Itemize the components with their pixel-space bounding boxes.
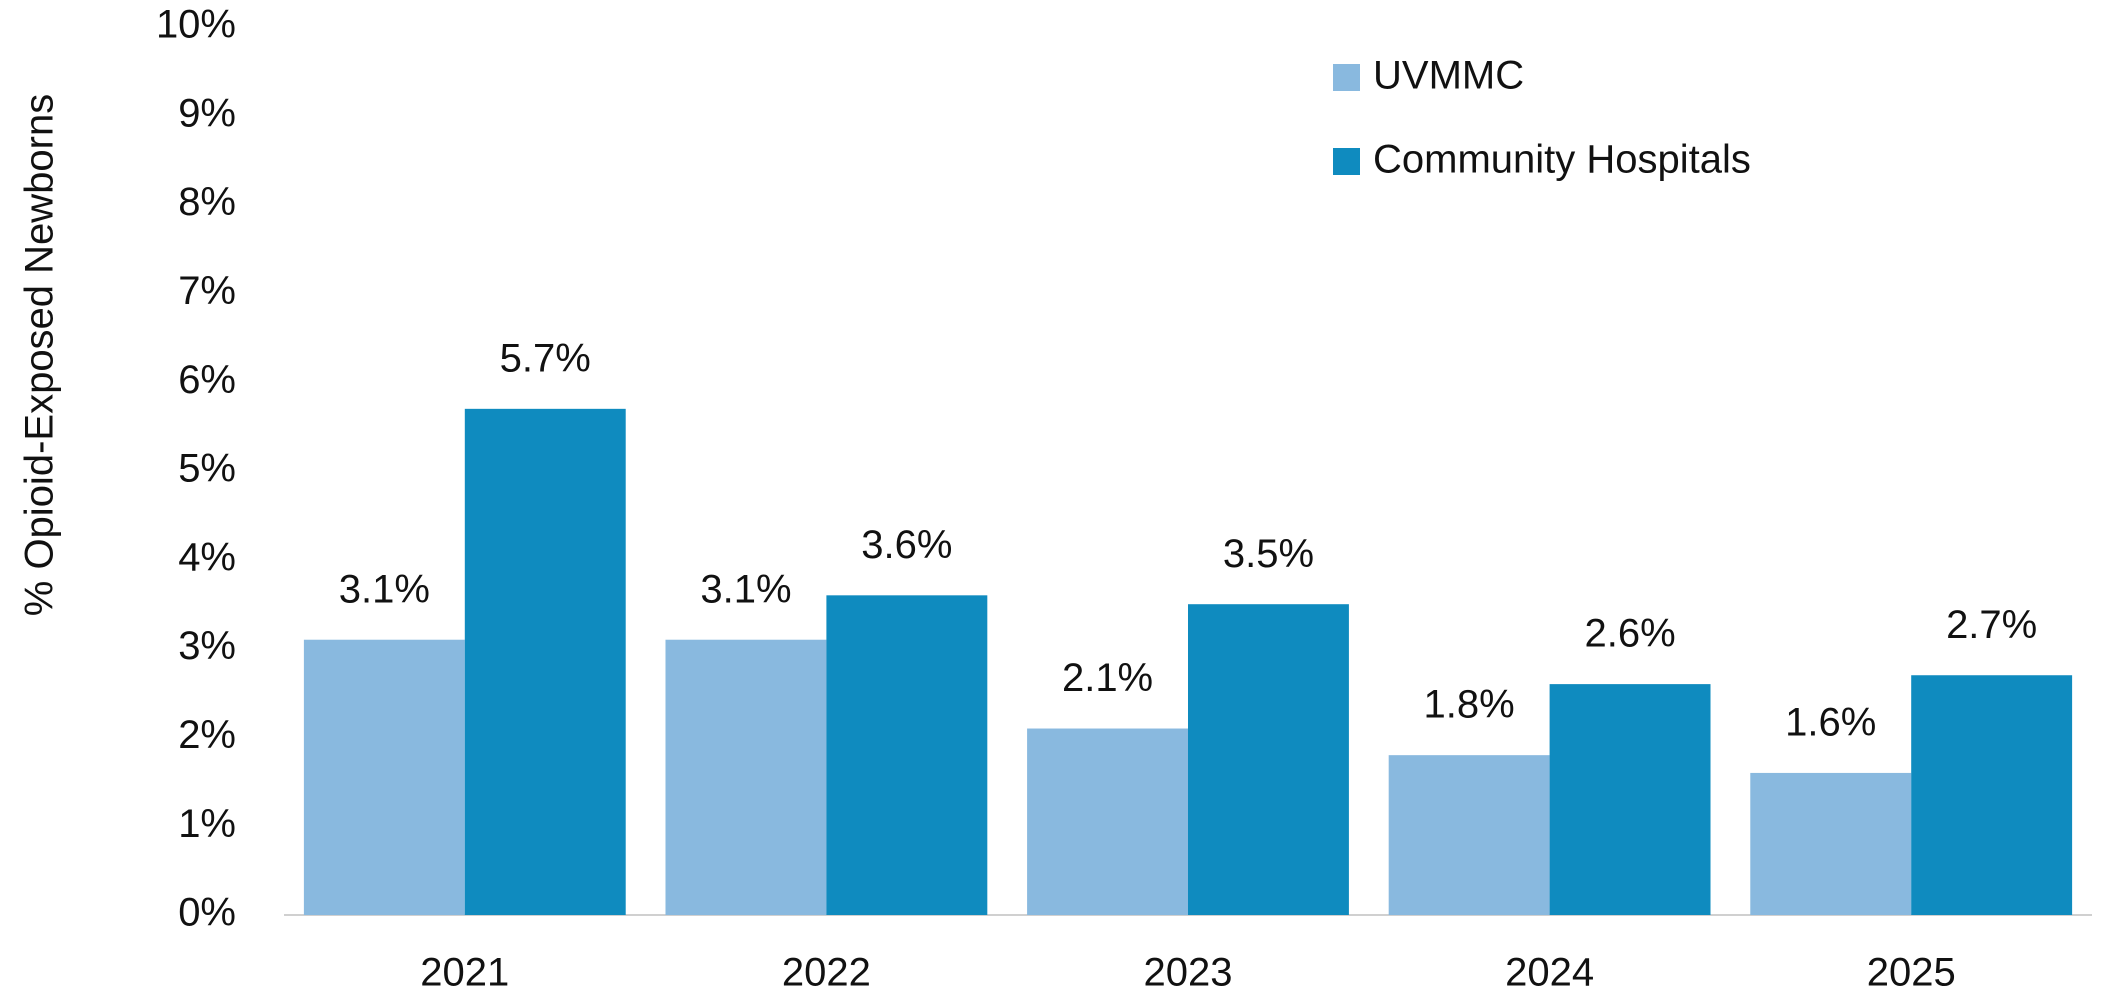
y-tick-label: 9% [178,91,236,135]
legend-label: Community Hospitals [1373,138,1751,182]
bar [1388,755,1550,915]
data-label: 3.1% [339,567,430,611]
bar [1188,604,1349,915]
data-label: 2.6% [1584,612,1675,656]
x-tick-label: 2025 [1867,951,1956,995]
bar [1027,728,1188,915]
y-tick-label: 5% [178,447,236,491]
y-tick-label: 6% [178,358,236,402]
y-tick-label: 4% [178,535,236,579]
y-tick-label: 0% [178,891,236,935]
y-tick-label: 10% [156,3,236,47]
bar [1911,675,2073,915]
bar [464,408,626,915]
x-tick-label: 2024 [1505,951,1594,995]
y-tick-label: 8% [178,180,236,224]
data-label: 1.8% [1424,683,1515,727]
bar [665,639,827,915]
y-tick-label: 2% [178,713,236,757]
bar [1750,772,1912,915]
data-label: 3.5% [1223,532,1314,576]
legend-swatch [1333,64,1360,91]
y-axis-title: % Opioid-Exposed Newborns [18,94,62,616]
y-tick-label: 7% [178,269,236,313]
legend-label: UVMMC [1373,54,1524,98]
data-label: 1.6% [1785,700,1876,744]
bar [1549,684,1711,915]
legend-swatch [1333,148,1360,175]
x-tick-label: 2021 [420,951,509,995]
data-label: 2.1% [1062,656,1153,700]
x-tick-label: 2023 [1144,951,1233,995]
data-label: 3.1% [700,567,791,611]
y-tick-label: 3% [178,624,236,668]
data-label: 5.7% [500,336,591,380]
x-tick-label: 2022 [782,951,871,995]
data-label: 3.6% [861,523,952,567]
bar [826,595,988,915]
data-label: 2.7% [1946,603,2037,647]
y-tick-label: 1% [178,802,236,846]
bar [303,639,465,915]
